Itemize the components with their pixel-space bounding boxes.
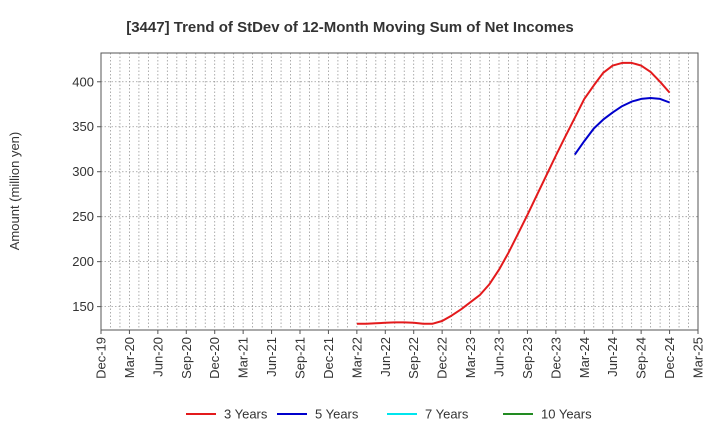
x-tick-label: Sep-20	[179, 337, 194, 379]
plot-area	[101, 53, 698, 330]
series-line-0	[356, 61, 671, 325]
x-tick-label: Sep-21	[293, 337, 308, 379]
x-tick-label: Mar-21	[236, 337, 251, 378]
y-tick-label: 150	[72, 299, 94, 314]
chart-title: [3447] Trend of StDev of 12-Month Moving…	[126, 19, 574, 36]
legend-label-3: 10 Years	[541, 407, 592, 422]
x-tick-label: Dec-19	[94, 337, 109, 379]
x-tick-label: Jun-21	[264, 337, 279, 377]
x-tick-label: Dec-23	[548, 337, 563, 379]
x-tick-label: Sep-22	[406, 337, 421, 379]
x-tick-label: Dec-24	[662, 337, 677, 379]
x-axis: Dec-19 Mar-20 Jun-20 Sep-20 Dec-20 Mar-21 Jun-…	[94, 330, 706, 379]
x-tick-label: Mar-23	[463, 337, 478, 378]
plot-frame	[100, 52, 699, 331]
y-tick-label: 200	[72, 254, 94, 269]
x-tick-label: Mar-20	[122, 337, 137, 378]
x-tick-label: Jun-24	[605, 337, 620, 377]
x-tick-label: Jun-22	[378, 337, 393, 377]
series-line-1	[573, 97, 670, 156]
legend: 3 Years 5 Years 7 Years 10 Years	[186, 407, 592, 422]
y-tick-label: 250	[72, 209, 94, 224]
x-tick-label: Dec-20	[207, 337, 222, 379]
y-tick-label: 400	[72, 74, 94, 89]
series-lines	[356, 61, 671, 325]
x-tick-label: Sep-23	[520, 337, 535, 379]
x-tick-label: Sep-24	[634, 337, 649, 379]
x-tick-label: Mar-25	[691, 337, 706, 378]
y-axis-label: Amount (million yen)	[7, 132, 22, 251]
x-tick-label: Dec-21	[321, 337, 336, 379]
x-tick-label: Jun-20	[150, 337, 165, 377]
legend-label-2: 7 Years	[425, 407, 469, 422]
x-tick-label: Mar-22	[349, 337, 364, 378]
y-tick-label: 300	[72, 164, 94, 179]
x-tick-label: Dec-22	[435, 337, 450, 379]
x-tick-label: Mar-24	[577, 337, 592, 378]
legend-label-1: 5 Years	[315, 407, 359, 422]
y-gridlines	[101, 81, 698, 308]
y-tick-label: 350	[72, 119, 94, 134]
x-tick-label: Jun-23	[492, 337, 507, 377]
legend-label-0: 3 Years	[224, 407, 268, 422]
x-gridlines	[110, 53, 689, 330]
y-axis: 150 200 250 300 350 400	[72, 74, 101, 314]
